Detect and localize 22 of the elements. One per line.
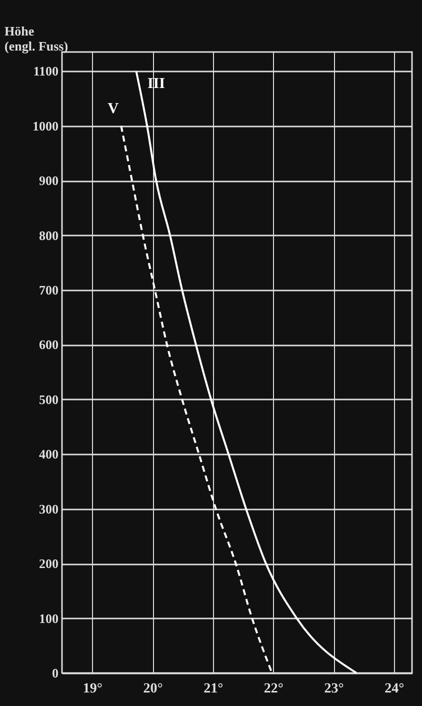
y-tick-label: 0 (52, 666, 58, 680)
y-tick-label: 900 (39, 173, 58, 188)
y-tick-label: 400 (39, 446, 58, 462)
y-tick-label: 700 (39, 282, 58, 298)
series-label: V (108, 100, 119, 117)
y-tick-label: 300 (39, 501, 58, 516)
y-tick-label: 1100 (33, 64, 58, 79)
x-tick-label: 24° (384, 682, 404, 696)
x-tick-label: 22° (264, 682, 284, 696)
y-tick-label: 1000 (32, 118, 58, 134)
y-tick-label: 800 (39, 228, 58, 243)
y-tick-label: 100 (39, 610, 58, 626)
y-axis-title: Höhe (engl. Fuss) (4, 24, 68, 54)
x-tick-label: 19° (82, 682, 102, 696)
x-tick-label: 20° (143, 682, 163, 696)
y-tick-label: 600 (39, 337, 58, 352)
x-tick-label: 21° (204, 682, 224, 696)
y-tick-label: 500 (39, 392, 58, 407)
x-tick-label: 23° (324, 682, 344, 696)
line-series (120, 124, 273, 674)
line-series (135, 70, 358, 674)
y-tick-label: 200 (39, 556, 58, 572)
